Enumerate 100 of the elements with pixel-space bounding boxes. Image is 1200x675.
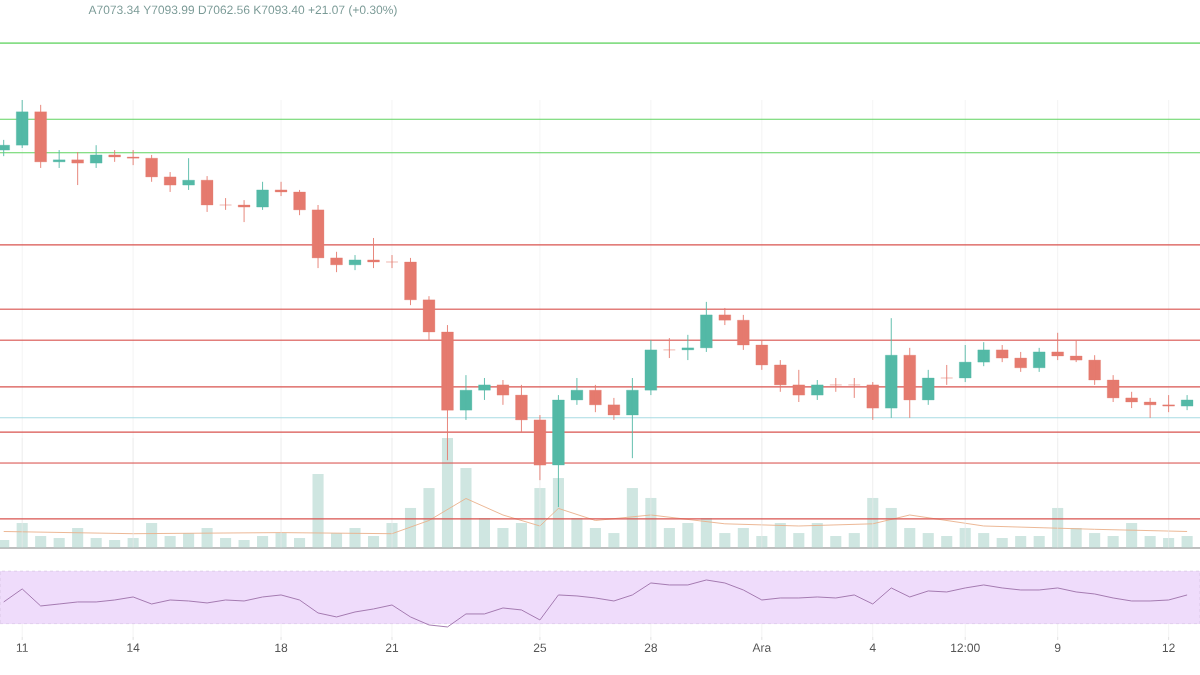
bar xyxy=(460,468,472,548)
candlestick xyxy=(885,317,898,419)
bar xyxy=(978,533,990,548)
bar xyxy=(515,523,527,548)
candlestick xyxy=(774,359,787,393)
candlestick xyxy=(127,149,140,166)
bar xyxy=(848,533,860,548)
bar xyxy=(571,517,583,548)
candlestick xyxy=(977,341,990,367)
candlestick xyxy=(1033,347,1046,373)
candlestick xyxy=(737,314,750,351)
bar xyxy=(1089,533,1101,548)
x-tick-label: 28 xyxy=(644,643,658,653)
bar xyxy=(589,527,601,548)
candlestick xyxy=(866,381,879,421)
bar xyxy=(774,523,786,548)
candlestick xyxy=(71,151,84,186)
candlestick xyxy=(515,384,528,433)
bar xyxy=(904,527,916,548)
bar xyxy=(423,488,435,548)
x-tick-label: 11 xyxy=(16,643,28,652)
candlestick xyxy=(274,181,288,197)
x-tick-label: 14 xyxy=(127,643,140,652)
candlestick xyxy=(1107,374,1120,403)
candlestick xyxy=(681,334,694,361)
candlestick xyxy=(182,157,195,191)
candlestick xyxy=(1125,391,1138,409)
candlestick xyxy=(811,379,824,401)
bar xyxy=(441,438,454,548)
candlestick xyxy=(496,379,510,406)
candlestick xyxy=(459,374,473,421)
candlestick xyxy=(1144,397,1157,419)
bar xyxy=(552,478,564,548)
bar xyxy=(663,527,675,548)
bar xyxy=(737,527,749,548)
bar xyxy=(811,523,823,548)
candlestick xyxy=(1088,354,1101,386)
x-tick-label: Ara xyxy=(752,643,772,652)
candlestick xyxy=(940,364,953,386)
x-tick-label: 25 xyxy=(533,643,547,653)
candlestick xyxy=(903,347,916,419)
candlestick xyxy=(1014,351,1027,373)
candlestick xyxy=(164,171,177,193)
candlestick xyxy=(478,377,491,401)
bar xyxy=(35,536,47,548)
x-tick-label: 18 xyxy=(275,643,288,653)
x-tick-label: 9 xyxy=(1054,643,1061,653)
bar xyxy=(1144,536,1156,548)
bar xyxy=(608,533,620,548)
candlestick xyxy=(644,339,657,396)
chart-title: A7073.34 Y7093.99 D7062.56 K7093.40 +21.07 (+0.30%) xyxy=(88,5,397,17)
bar xyxy=(1015,536,1027,548)
candlestick xyxy=(90,144,103,169)
bar xyxy=(626,488,638,548)
bar xyxy=(1126,523,1138,548)
candlestick xyxy=(589,384,602,413)
candlestick xyxy=(996,344,1009,363)
candlestick xyxy=(1181,394,1194,411)
candlestick xyxy=(755,339,768,371)
candlestick xyxy=(570,377,583,406)
bar xyxy=(1181,536,1193,548)
bar xyxy=(885,507,897,548)
candlestick xyxy=(404,257,417,306)
bar xyxy=(1107,536,1119,548)
bar xyxy=(312,473,324,548)
candlestick xyxy=(1051,332,1064,361)
candlestick xyxy=(422,295,436,341)
candlestick xyxy=(663,337,676,359)
candlestick xyxy=(367,237,380,269)
bar xyxy=(349,527,361,548)
candlestick xyxy=(848,377,861,399)
candlestick xyxy=(348,254,362,271)
candlestick xyxy=(201,175,214,213)
candlestick xyxy=(607,397,620,421)
candlestick xyxy=(626,377,639,459)
candlestick xyxy=(256,181,269,211)
candlestick xyxy=(533,414,546,481)
candlestick xyxy=(16,99,29,149)
bar xyxy=(257,536,269,548)
bar xyxy=(146,523,158,548)
candlestick xyxy=(718,307,731,326)
bar xyxy=(367,536,380,548)
candlestick xyxy=(53,149,66,169)
candlestick xyxy=(311,204,325,269)
bar xyxy=(793,533,805,548)
bar xyxy=(478,517,491,548)
candlestick xyxy=(330,251,343,273)
candlestick xyxy=(922,369,935,406)
x-tick-label: 4 xyxy=(869,643,876,652)
candlestick xyxy=(1070,339,1083,363)
bar xyxy=(682,523,694,548)
candlestick xyxy=(792,369,805,403)
candlestick xyxy=(829,377,842,393)
candlestick xyxy=(1162,394,1175,413)
bar xyxy=(497,527,509,548)
bar xyxy=(719,533,731,548)
candlestick xyxy=(34,104,47,169)
bar xyxy=(404,507,417,548)
candlestick xyxy=(293,189,306,216)
bar xyxy=(1033,536,1045,548)
